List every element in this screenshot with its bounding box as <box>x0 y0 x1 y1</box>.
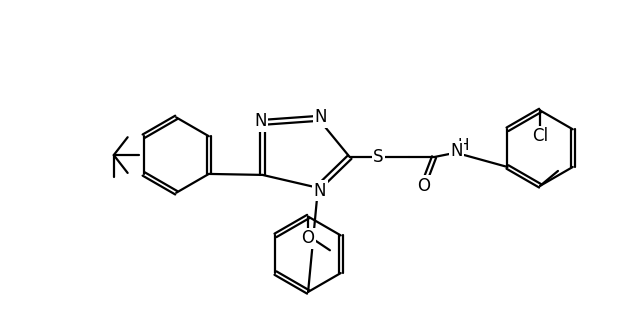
Text: H: H <box>457 138 468 153</box>
Text: O: O <box>301 229 315 247</box>
Text: S: S <box>373 148 384 166</box>
Text: N: N <box>314 182 326 200</box>
Text: N: N <box>315 108 327 126</box>
Text: Cl: Cl <box>532 127 548 145</box>
Text: N: N <box>254 113 267 130</box>
Text: N: N <box>451 142 463 160</box>
Text: O: O <box>418 177 431 195</box>
